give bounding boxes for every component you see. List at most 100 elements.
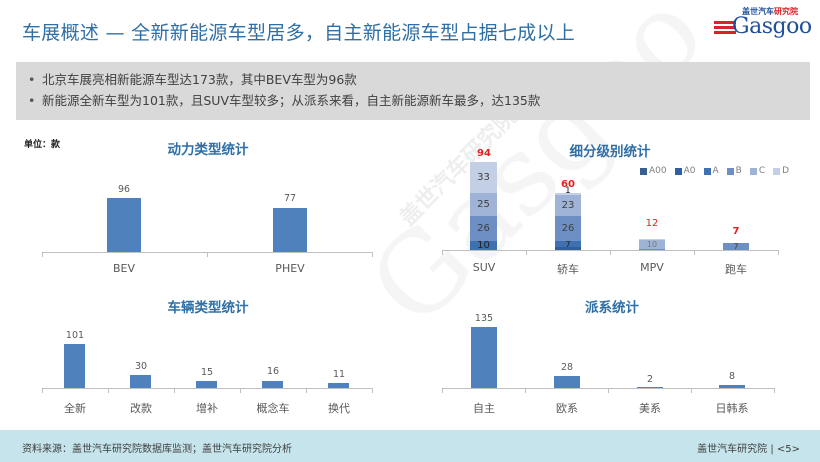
segment-d: [639, 239, 665, 240]
axis-tick: [610, 250, 611, 255]
data-label: 8: [728, 371, 736, 382]
bar-phev: [273, 208, 307, 252]
axis-tick: [108, 388, 109, 393]
summary-box: 北京车展亮相新能源车型达173款，其中BEV车型为96款 新能源全新车型为101…: [16, 62, 810, 120]
total-label: 7: [732, 226, 740, 237]
stacked-bar-sedan: 23 26 7: [555, 193, 581, 250]
axis-tick: [774, 388, 775, 393]
category-label: 美系: [639, 402, 661, 415]
gasgoo-logo: 盖世汽车研究院 Gasgoo: [712, 6, 812, 40]
page-title: 车展概述 — 全新新能源车型居多，自主新能源车型占据七成以上: [22, 22, 576, 44]
total-label: 12: [645, 218, 659, 229]
category-label: PHEV: [275, 262, 305, 275]
segment-a00: [555, 249, 581, 250]
category-label: BEV: [112, 262, 136, 275]
data-label: 135: [474, 313, 494, 324]
axis-tick: [174, 388, 175, 393]
logo-en-text: Gasgoo: [732, 14, 812, 39]
segment-c: 10: [639, 240, 665, 249]
bar-addition: [196, 381, 217, 388]
chart-title: 细分级别统计: [569, 144, 651, 160]
category-label: 日韩系: [715, 402, 749, 415]
legend-item-a00: A00: [640, 166, 667, 176]
segment-d: 33: [470, 162, 497, 193]
summary-bullet: 北京车展亮相新能源车型达173款，其中BEV车型为96款: [28, 69, 810, 90]
segment-b: [639, 249, 665, 250]
category-label: 跑车: [725, 263, 747, 276]
stacked-bar-suv: 33 25 26 10: [470, 162, 497, 251]
category-label: 全新: [64, 402, 86, 415]
chart-title: 动力类型统计: [167, 142, 249, 158]
data-label: 77: [283, 193, 297, 204]
data-label: 30: [134, 361, 148, 372]
total-label: 94: [477, 148, 491, 159]
bar-domestic: [471, 327, 497, 388]
axis-tick: [207, 252, 208, 257]
data-label: 28: [560, 362, 574, 373]
segment-c: 23: [555, 195, 581, 216]
axis-tick: [42, 252, 43, 257]
bar-concept: [262, 381, 283, 388]
segment-c: 25: [470, 193, 497, 216]
axis-tick: [691, 388, 692, 393]
bar-bev: [107, 198, 141, 252]
category-label: 改款: [130, 402, 152, 415]
axis-tick: [442, 250, 443, 255]
page-number: <5>: [776, 444, 800, 455]
bar-european: [554, 376, 580, 388]
stacked-bar-sports: 7: [723, 242, 749, 251]
bar-japan-korea: [719, 385, 745, 388]
category-label: SUV: [472, 261, 496, 274]
summary-bullet: 新能源全新车型为101款，且SUV车型较多；从派系来看，自主新能源新车最多，达1…: [28, 90, 810, 111]
segment-b: 26: [555, 216, 581, 241]
category-label: 换代: [328, 402, 350, 415]
axis-tick: [42, 388, 43, 393]
legend-item-c: C: [749, 166, 765, 176]
segment-d-label: 1: [565, 186, 571, 196]
stacked-bar-mpv: 10: [639, 239, 665, 250]
bar-american: [637, 387, 663, 388]
axis-tick: [240, 388, 241, 393]
bar-all-new: [64, 344, 85, 388]
total-label: 60: [561, 179, 575, 190]
chart-title: 派系统计: [585, 300, 639, 316]
axis-tick: [608, 388, 609, 393]
chart-title: 车辆类型统计: [167, 300, 249, 316]
category-label: 自主: [473, 402, 495, 415]
category-label: 轿车: [557, 263, 579, 276]
axis-tick: [372, 252, 373, 257]
axis-tick: [694, 250, 695, 255]
footer-separator: |: [770, 444, 774, 455]
segment-a: 10: [470, 240, 497, 251]
segment-b: 26: [470, 216, 497, 241]
logo-stripes-icon: [714, 21, 736, 35]
axis-tick: [442, 388, 443, 393]
legend-item-d: D: [773, 166, 789, 176]
footer-org: 盖世汽车研究院: [697, 444, 768, 455]
data-label: 101: [65, 330, 85, 341]
footer: 资料来源：盖世汽车研究院数据库监测；盖世汽车研究院分析 盖世汽车研究院 | <5…: [0, 430, 820, 462]
data-label: 96: [117, 184, 131, 195]
unit-label: 单位：款: [24, 140, 61, 150]
legend-item-a: A: [703, 166, 719, 176]
segment-a0: [555, 247, 581, 249]
bar-generation: [328, 383, 349, 388]
category-label: 增补: [196, 402, 218, 415]
footer-org-page: 盖世汽车研究院 | <5>: [697, 440, 800, 455]
axis-tick: [372, 388, 373, 393]
category-label: 欧系: [556, 402, 578, 415]
legend-item-a0: A0: [674, 166, 696, 176]
legend: A00 A0 A B C D: [640, 166, 789, 176]
segment-d: [555, 193, 581, 195]
axis-tick: [525, 388, 526, 393]
category-label: MPV: [640, 261, 664, 274]
x-axis: [42, 388, 372, 389]
data-label: 15: [200, 367, 214, 378]
axis-tick: [526, 250, 527, 255]
axis-tick: [306, 388, 307, 393]
category-label: 概念车: [256, 402, 290, 415]
axis-tick: [778, 250, 779, 255]
segment-b: 7: [723, 242, 749, 251]
legend-item-b: B: [726, 166, 742, 176]
footer-source: 资料来源：盖世汽车研究院数据库监测；盖世汽车研究院分析: [22, 444, 292, 455]
